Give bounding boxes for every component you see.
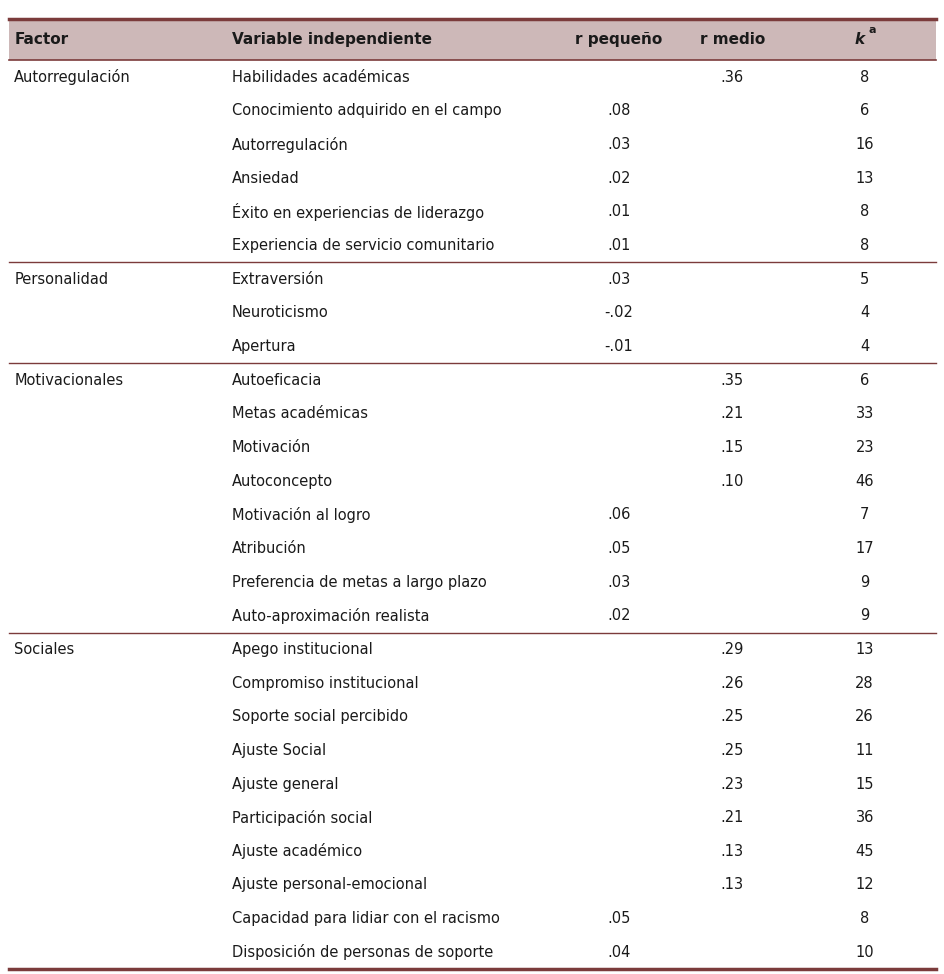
Text: 15: 15	[854, 776, 873, 792]
Text: 13: 13	[854, 170, 873, 186]
Text: Ansiedad: Ansiedad	[231, 170, 299, 186]
Text: 28: 28	[854, 676, 873, 691]
Text: Apertura: Apertura	[231, 339, 295, 354]
Text: Apego institucional: Apego institucional	[231, 642, 372, 656]
Text: 9: 9	[859, 608, 868, 623]
Text: Factor: Factor	[14, 32, 68, 48]
Text: Capacidad para lidiar con el racismo: Capacidad para lidiar con el racismo	[231, 911, 498, 926]
Text: 5: 5	[859, 272, 868, 286]
Text: k: k	[854, 32, 864, 48]
Text: .15: .15	[720, 440, 743, 455]
Text: Conocimiento adquirido en el campo: Conocimiento adquirido en el campo	[231, 103, 500, 119]
Text: Motivacionales: Motivacionales	[14, 373, 123, 388]
Text: Atribución: Atribución	[231, 541, 306, 556]
Text: 8: 8	[859, 70, 868, 85]
Text: Extraversión: Extraversión	[231, 272, 324, 286]
Text: .01: .01	[607, 205, 630, 219]
Text: 9: 9	[859, 575, 868, 589]
Text: r medio: r medio	[699, 32, 765, 48]
Text: Compromiso institucional: Compromiso institucional	[231, 676, 417, 691]
Text: r pequeño: r pequeño	[575, 32, 662, 48]
Text: .25: .25	[720, 743, 743, 758]
Text: Participación social: Participación social	[231, 809, 372, 826]
Text: 26: 26	[854, 709, 873, 725]
Text: 23: 23	[854, 440, 873, 455]
Text: 33: 33	[854, 406, 873, 422]
Text: .05: .05	[607, 911, 630, 926]
Text: 12: 12	[854, 878, 873, 892]
Text: 4: 4	[859, 339, 868, 354]
Text: .29: .29	[720, 642, 743, 656]
Text: .03: .03	[607, 137, 630, 152]
Text: Ajuste general: Ajuste general	[231, 776, 338, 792]
Text: 16: 16	[854, 137, 873, 152]
Text: 6: 6	[859, 103, 868, 119]
Text: Disposición de personas de soporte: Disposición de personas de soporte	[231, 945, 492, 960]
Text: .35: .35	[720, 373, 743, 388]
Text: Experiencia de servicio comunitario: Experiencia de servicio comunitario	[231, 238, 494, 253]
Text: Neuroticismo: Neuroticismo	[231, 305, 328, 320]
Text: Preferencia de metas a largo plazo: Preferencia de metas a largo plazo	[231, 575, 486, 589]
Text: .03: .03	[607, 272, 630, 286]
Text: .06: .06	[607, 507, 630, 522]
Text: .26: .26	[720, 676, 743, 691]
Text: .13: .13	[720, 878, 743, 892]
Text: .21: .21	[720, 810, 743, 825]
Text: Sociales: Sociales	[14, 642, 75, 656]
Text: .21: .21	[720, 406, 743, 422]
Text: .01: .01	[607, 238, 630, 253]
Text: 4: 4	[859, 305, 868, 320]
Text: Autoeficacia: Autoeficacia	[231, 373, 322, 388]
Text: Auto-aproximación realista: Auto-aproximación realista	[231, 608, 429, 623]
Text: Autoconcepto: Autoconcepto	[231, 473, 332, 489]
Text: 13: 13	[854, 642, 873, 656]
Text: Personalidad: Personalidad	[14, 272, 109, 286]
Text: .23: .23	[720, 776, 743, 792]
Text: .03: .03	[607, 575, 630, 589]
Text: 8: 8	[859, 238, 868, 253]
Text: Variable independiente: Variable independiente	[231, 32, 431, 48]
Text: 17: 17	[854, 541, 873, 556]
Text: Motivación al logro: Motivación al logro	[231, 506, 370, 523]
Text: 6: 6	[859, 373, 868, 388]
Text: Ajuste Social: Ajuste Social	[231, 743, 326, 758]
Text: .13: .13	[720, 843, 743, 859]
Text: 8: 8	[859, 205, 868, 219]
Text: Éxito en experiencias de liderazgo: Éxito en experiencias de liderazgo	[231, 203, 483, 221]
Text: Ajuste personal-emocional: Ajuste personal-emocional	[231, 878, 426, 892]
Text: Metas académicas: Metas académicas	[231, 406, 367, 422]
Text: .04: .04	[607, 945, 630, 959]
Text: 36: 36	[854, 810, 873, 825]
Text: 45: 45	[854, 843, 873, 859]
Text: .25: .25	[720, 709, 743, 725]
Text: .08: .08	[607, 103, 630, 119]
Text: .36: .36	[720, 70, 743, 85]
Text: 8: 8	[859, 911, 868, 926]
Text: .10: .10	[720, 473, 743, 489]
Text: Motivación: Motivación	[231, 440, 311, 455]
Text: Autorregulación: Autorregulación	[231, 136, 348, 153]
Text: Autorregulación: Autorregulación	[14, 69, 131, 85]
Bar	[9, 19, 935, 60]
Text: .02: .02	[607, 608, 630, 623]
Text: Ajuste académico: Ajuste académico	[231, 843, 362, 859]
Text: -.01: -.01	[604, 339, 632, 354]
Text: 10: 10	[854, 945, 873, 959]
Text: 11: 11	[854, 743, 873, 758]
Text: -.02: -.02	[604, 305, 632, 320]
Text: Soporte social percibido: Soporte social percibido	[231, 709, 407, 725]
Text: a: a	[868, 25, 875, 35]
Text: 46: 46	[854, 473, 873, 489]
Text: Habilidades académicas: Habilidades académicas	[231, 70, 409, 85]
Text: .05: .05	[607, 541, 630, 556]
Text: .02: .02	[607, 170, 630, 186]
Text: 7: 7	[859, 507, 868, 522]
